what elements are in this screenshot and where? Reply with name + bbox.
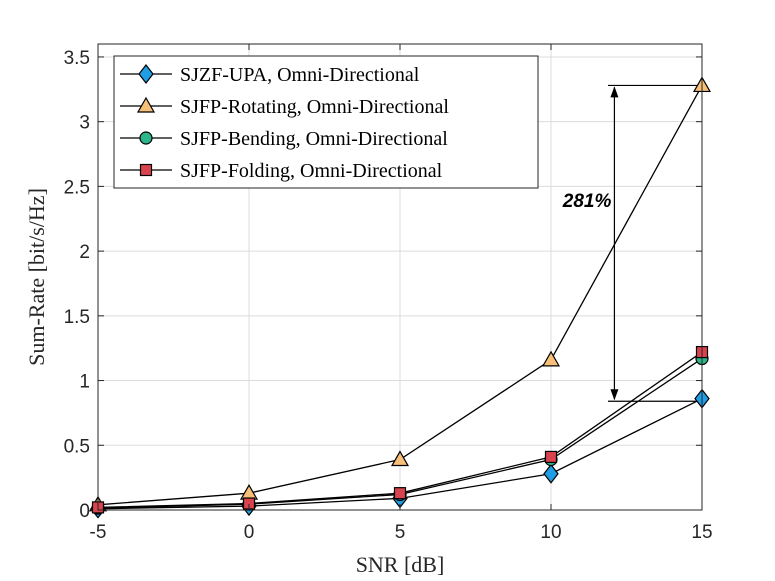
y-tick-label: 0: [79, 501, 90, 522]
x-axis-title: SNR [dB]: [356, 552, 445, 577]
x-tick-label: 5: [395, 522, 406, 543]
legend-label: SJZF-UPA, Omni-Directional: [180, 64, 420, 86]
data-point-diamond: [543, 463, 559, 484]
y-tick-label: 3: [79, 113, 90, 134]
legend-label: SJFP-Folding, Omni-Directional: [180, 160, 443, 182]
legend-marker-square: [139, 163, 153, 177]
x-tick-label: 15: [691, 522, 712, 543]
y-tick-labels: 0 0.5 1 1.5 2 2.5 3 3.5: [64, 48, 90, 522]
y-axis-title: Sum-Rate [bit/s/Hz]: [24, 188, 49, 366]
series-markers: [88, 76, 712, 519]
annotation-arrowhead-down: [610, 389, 619, 401]
y-tick-label: 0.5: [64, 436, 90, 457]
data-point-triangle: [390, 450, 410, 467]
legend-marker-triangle: [136, 96, 156, 113]
x-tick-label: 10: [540, 522, 561, 543]
data-point-square: [393, 487, 407, 500]
y-tick-label: 3.5: [64, 48, 90, 69]
data-point-square: [544, 450, 558, 464]
annotation-arrowhead-up: [610, 86, 619, 98]
legend-marker-diamond: [138, 64, 154, 84]
legend-label: SJFP-Rotating, Omni-Directional: [180, 96, 449, 118]
legend-label: SJFP-Bending, Omni-Directional: [180, 128, 448, 150]
data-point-triangle: [541, 350, 561, 367]
axis-ticks: [97, 44, 703, 511]
x-tick-label: -5: [90, 522, 107, 543]
y-tick-label: 1.5: [64, 307, 90, 328]
annotation-label: 281%: [562, 191, 612, 212]
x-tick-label: 0: [244, 522, 255, 543]
y-tick-label: 2.5: [64, 177, 90, 198]
legend-marker-circle: [139, 131, 153, 145]
y-tick-label: 2: [79, 242, 90, 263]
y-tick-label: 1: [79, 372, 90, 393]
legend: SJZF-UPA, Omni-Directional SJFP-Rotating,…: [113, 55, 539, 189]
legend-box: [113, 55, 539, 189]
x-tick-labels: -5 0 5 10 15: [90, 522, 713, 543]
improvement-annotation: 281%: [562, 84, 702, 402]
